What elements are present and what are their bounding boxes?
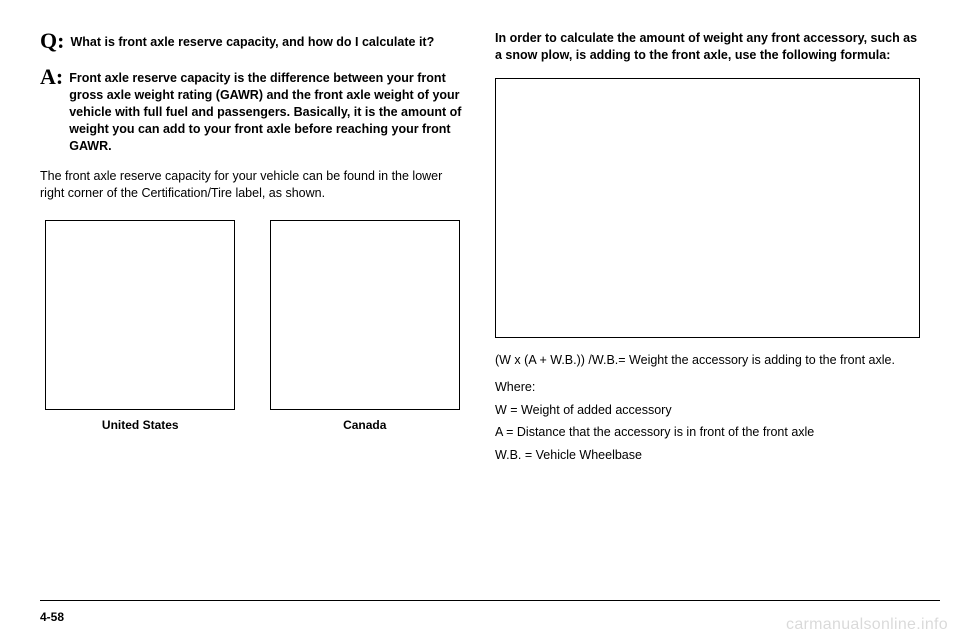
wb-definition: W.B. = Vehicle Wheelbase: [495, 447, 920, 464]
a-definition: A = Distance that the accessory is in fr…: [495, 424, 920, 441]
canada-label-box: Canada: [265, 220, 466, 432]
formula-intro: In order to calculate the amount of weig…: [495, 30, 920, 64]
footer-divider: [40, 600, 940, 601]
where-definitions: Where: W = Weight of added accessory A =…: [495, 379, 920, 471]
formula-text: (W x (A + W.B.)) /W.B.= Weight the acces…: [495, 352, 920, 369]
right-column: In order to calculate the amount of weig…: [495, 30, 920, 560]
watermark-text: carmanualsonline.info: [786, 616, 948, 634]
page-footer: 4-58 carmanualsonline.info: [0, 600, 960, 640]
canada-label-placeholder: [270, 220, 460, 410]
canada-caption: Canada: [343, 418, 386, 432]
us-caption: United States: [102, 418, 179, 432]
us-label-placeholder: [45, 220, 235, 410]
page-number: 4-58: [40, 610, 64, 624]
answer-text: Front axle reserve capacity is the diffe…: [69, 66, 465, 154]
question-letter: Q:: [40, 30, 64, 52]
w-definition: W = Weight of added accessory: [495, 402, 920, 419]
us-label-box: United States: [40, 220, 241, 432]
page-content: Q: What is front axle reserve capacity, …: [0, 0, 960, 580]
formula-diagram-placeholder: [495, 78, 920, 338]
label-images-row: United States Canada: [40, 220, 465, 432]
answer-block: A: Front axle reserve capacity is the di…: [40, 66, 465, 154]
question-block: Q: What is front axle reserve capacity, …: [40, 30, 465, 52]
body-paragraph: The front axle reserve capacity for your…: [40, 168, 465, 202]
answer-letter: A:: [40, 66, 63, 88]
left-column: Q: What is front axle reserve capacity, …: [40, 30, 465, 560]
question-text: What is front axle reserve capacity, and…: [70, 30, 465, 51]
where-label: Where:: [495, 379, 920, 396]
